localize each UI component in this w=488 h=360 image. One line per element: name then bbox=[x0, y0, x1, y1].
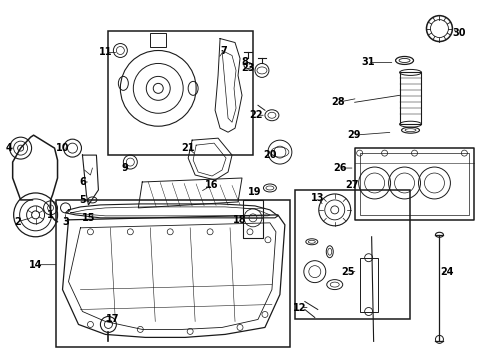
Text: 31: 31 bbox=[360, 58, 374, 67]
Bar bbox=[56, 200, 289, 347]
Text: 13: 13 bbox=[310, 193, 324, 203]
Bar bbox=[359, 258, 377, 312]
Text: 18: 18 bbox=[233, 215, 246, 225]
Text: 3: 3 bbox=[62, 217, 69, 227]
Text: 14: 14 bbox=[29, 260, 42, 270]
Bar bbox=[294, 190, 408, 319]
Bar bbox=[243, 200, 263, 238]
Bar bbox=[359, 153, 468, 215]
Text: 11: 11 bbox=[99, 48, 112, 58]
Text: 21: 21 bbox=[181, 143, 195, 153]
Text: 29: 29 bbox=[346, 130, 360, 140]
Text: 30: 30 bbox=[452, 28, 465, 37]
Text: 8: 8 bbox=[241, 58, 248, 67]
Text: 5: 5 bbox=[79, 195, 86, 205]
Text: 16: 16 bbox=[205, 180, 219, 190]
Text: 15: 15 bbox=[81, 213, 95, 223]
Text: 28: 28 bbox=[330, 97, 344, 107]
Text: 20: 20 bbox=[263, 150, 276, 160]
Bar bbox=[354, 148, 473, 220]
Text: 26: 26 bbox=[332, 163, 346, 173]
Bar bbox=[108, 31, 252, 155]
Text: 4: 4 bbox=[5, 143, 12, 153]
Text: 23: 23 bbox=[241, 63, 254, 73]
Text: 22: 22 bbox=[249, 110, 262, 120]
Text: 9: 9 bbox=[122, 163, 128, 173]
Text: 1: 1 bbox=[47, 210, 54, 220]
Text: 6: 6 bbox=[79, 177, 86, 187]
Text: 12: 12 bbox=[292, 302, 306, 312]
Text: 19: 19 bbox=[248, 187, 261, 197]
Bar bbox=[399, 72, 421, 124]
Text: 7: 7 bbox=[220, 45, 227, 55]
Text: 2: 2 bbox=[14, 217, 21, 227]
Text: 27: 27 bbox=[344, 180, 358, 190]
Text: 17: 17 bbox=[105, 314, 119, 324]
Text: 24: 24 bbox=[440, 267, 453, 276]
Bar bbox=[150, 32, 166, 46]
Text: 25: 25 bbox=[340, 267, 354, 276]
Text: 10: 10 bbox=[56, 143, 69, 153]
